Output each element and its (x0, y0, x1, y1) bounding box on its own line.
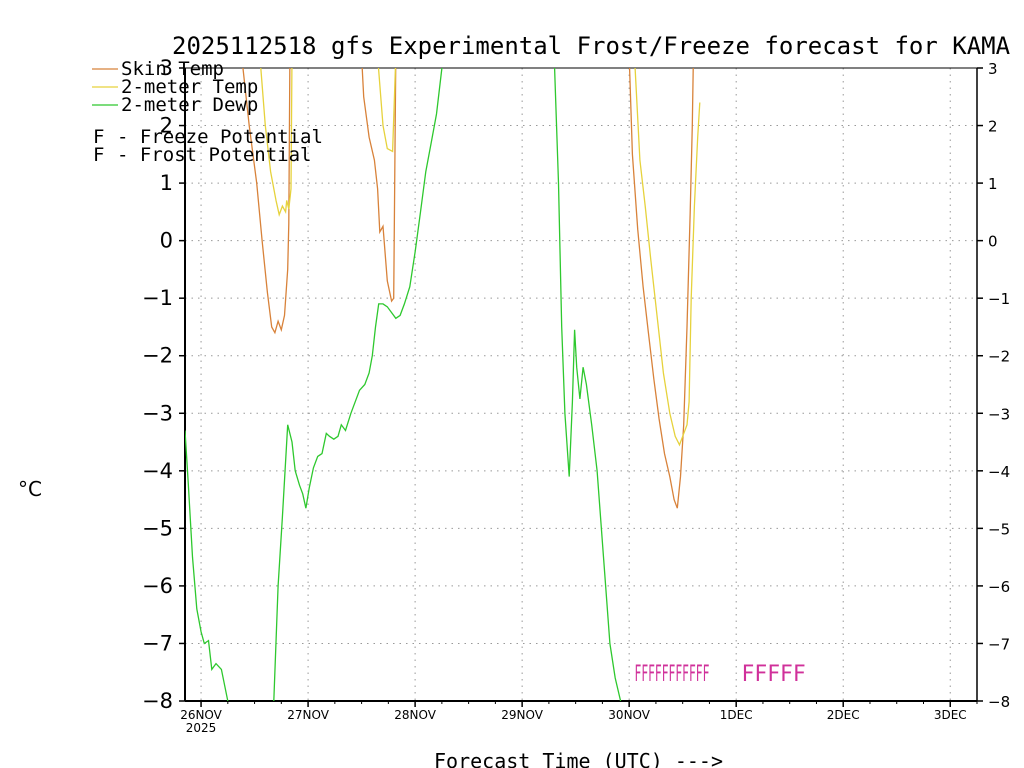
x-tick-label: 3DEC (934, 708, 967, 722)
series-skin-temp-line (242, 68, 291, 335)
y-tick-label-left: −2 (142, 344, 173, 368)
y-tick-label-left: −1 (142, 286, 173, 310)
legend-skin-temp-label: Skin Temp (121, 58, 224, 80)
legend: Skin Temp 2-meter Temp 2-meter Dewp F - … (92, 58, 323, 166)
legend-frost-letter: F (93, 144, 104, 166)
x-tick-label: 30NOV (608, 708, 650, 722)
y-tick-label-right: 0 (988, 233, 998, 251)
legend-frost-label: - Frost Potential (117, 144, 311, 166)
x-tick-label: 2DEC (827, 708, 860, 722)
y-tick-label-right: −1 (988, 290, 1010, 308)
x-tick-label: 29NOV (501, 708, 543, 722)
y-tick-label-right: 1 (988, 175, 998, 193)
y-tick-label-left: 1 (160, 171, 173, 195)
legend-2m-temp-label: 2-meter Temp (121, 76, 258, 98)
legend-freeze-letter: F (93, 126, 104, 148)
x-tick-sublabel: 2025 (186, 721, 217, 735)
y-tick-label-left: 3 (160, 56, 173, 80)
y-tick-label-right: −8 (988, 693, 1010, 711)
y-tick-label-right: −2 (988, 348, 1010, 366)
y-axis-ticks: 3 3 2 2 1 1 0 0 −1 −1 −2 −2 −3 −3 −4 −4 −5 −5 −6 −6 −7 −7 −8 −8 (142, 56, 1010, 713)
freeze-potential-mark: FFFFF (742, 662, 806, 687)
y-tick-label-right: −4 (988, 463, 1010, 481)
y-tick-label-right: −7 (988, 635, 1010, 653)
y-tick-label-left: −3 (142, 401, 173, 425)
legend-2m-dewp-label: 2-meter Dewp (121, 94, 258, 116)
series-skin-temp-line (628, 68, 694, 509)
series-2-meter-dewp-line (185, 430, 229, 701)
series-skin-temp-line (361, 68, 397, 303)
freeze-potential-markers: FFFFFFFFFFF FFFFF (635, 662, 806, 687)
y-tick-label-right: −5 (988, 520, 1010, 538)
series-2-meter-dewp-line (553, 68, 622, 701)
chart-title: 2025112518 gfs Experimental Frost/Freeze… (172, 32, 1011, 60)
y-tick-label-right: 2 (988, 118, 998, 136)
legend-freeze-label: - Freeze Potential (117, 126, 323, 148)
x-tick-label: 27NOV (287, 708, 329, 722)
y-tick-label-left: −5 (142, 516, 173, 540)
y-tick-label-left: 2 (160, 114, 173, 138)
y-axis-label: °C (18, 477, 42, 501)
y-tick-label-left: −4 (142, 459, 173, 483)
y-tick-label-left: −6 (142, 574, 173, 598)
x-axis-label: Forecast Time (UTC) ---> (434, 749, 723, 768)
freeze-potential-mark: FFFFFFFFFFF (635, 662, 710, 687)
y-tick-label-right: −3 (988, 405, 1010, 423)
y-tick-label-right: 3 (988, 60, 998, 78)
series-lines (185, 68, 701, 701)
series-2-meter-temp-line (377, 68, 397, 153)
series-2-meter-dewp-line (273, 68, 443, 701)
x-tick-label: 26NOV (180, 708, 222, 722)
y-tick-label-left: 0 (160, 229, 173, 253)
x-tick-label: 1DEC (720, 708, 753, 722)
x-tick-label: 28NOV (394, 708, 436, 722)
series-2-meter-temp-line (260, 68, 293, 217)
y-tick-label-right: −6 (988, 578, 1010, 596)
gridlines (185, 67, 977, 701)
series-2-meter-temp-line (634, 68, 701, 447)
y-tick-label-left: −7 (142, 631, 173, 655)
y-tick-label-left: −8 (142, 689, 173, 713)
